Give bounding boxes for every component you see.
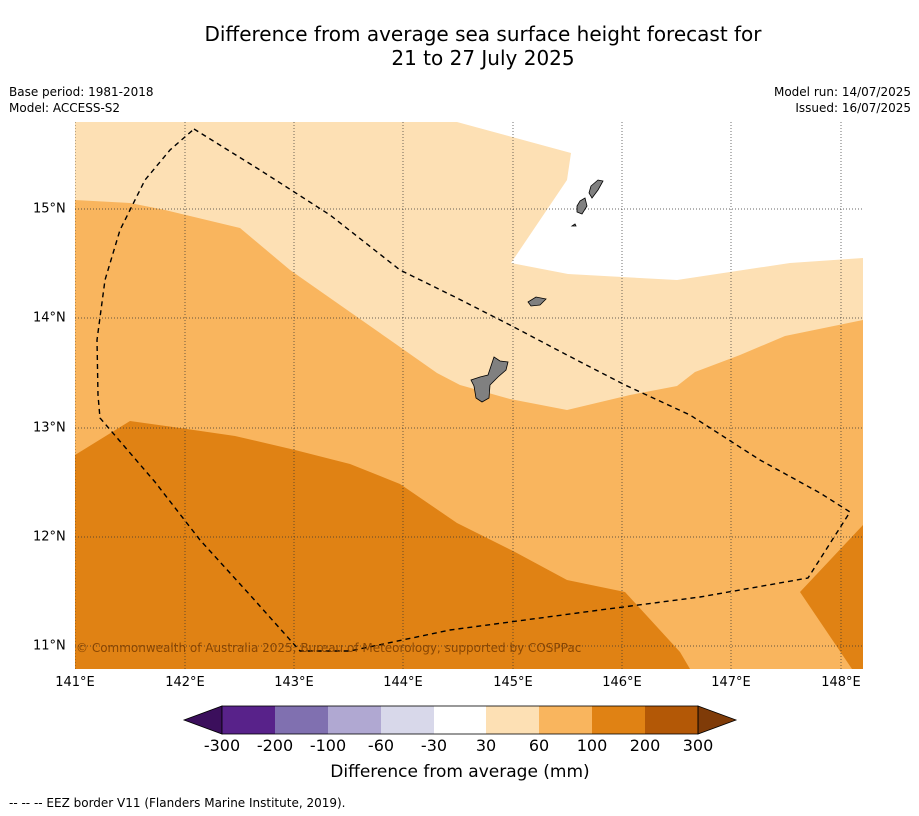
eez-border — [96, 128, 851, 652]
colorbar-swatch — [645, 706, 698, 734]
meta-left: Base period: 1981-2018 Model: ACCESS-S2 — [9, 84, 154, 116]
colorbar-swatch — [539, 706, 592, 734]
x-tick-label: 147°E — [711, 675, 751, 690]
copyright-credit: © Commonwealth of Australia 2025, Bureau… — [76, 641, 582, 655]
colorbar-extend-high — [697, 705, 738, 735]
colorbar-label: 30 — [475, 736, 497, 755]
land-islands — [470, 179, 604, 403]
colorbar-swatch — [381, 706, 434, 734]
x-tick-label: 142°E — [165, 675, 205, 690]
colorbar-swatch — [486, 706, 539, 734]
colorbar-label: 60 — [528, 736, 550, 755]
x-tick-label: 145°E — [493, 675, 533, 690]
model-run: Model run: 14/07/2025 — [773, 85, 911, 99]
band-100-200-east — [800, 525, 863, 669]
x-tick-label: 141°E — [55, 675, 95, 690]
gridlines — [75, 122, 863, 669]
colorbar-swatch — [592, 706, 645, 734]
colorbar-label: -100 — [309, 736, 347, 755]
colorbar-swatch — [328, 706, 381, 734]
eez-legend-note: -- -- -- EEZ border V11 (Flanders Marine… — [9, 796, 346, 810]
meta-right: Model run: 14/07/2025 Issued: 16/07/2025 — [774, 84, 911, 116]
colorbar-label: -30 — [420, 736, 448, 755]
colorbar-label: 100 — [576, 736, 608, 755]
issued-date: Issued: 16/07/2025 — [795, 101, 911, 115]
colorbar-label: 200 — [629, 736, 661, 755]
title-line-1: Difference from average sea surface heig… — [204, 22, 762, 46]
y-tick-label: 14°N — [33, 310, 66, 326]
x-tick-label: 146°E — [602, 675, 642, 690]
colorbar-swatch — [275, 706, 328, 734]
x-tick-label: 144°E — [383, 675, 423, 690]
band-neutral — [457, 122, 863, 280]
colorbar-label: -200 — [256, 736, 294, 755]
island-guam — [470, 356, 509, 403]
x-tick-label: 143°E — [274, 675, 314, 690]
island-tinian — [576, 197, 588, 215]
island-rota — [527, 296, 547, 307]
island-saipan — [588, 179, 604, 199]
model-name: Model: ACCESS-S2 — [9, 101, 121, 115]
chart-title: Difference from average sea surface heig… — [0, 22, 919, 70]
y-tick-label: 15°N — [33, 201, 66, 217]
colorbar-title: Difference from average (mm) — [330, 762, 590, 782]
colorbar-outline — [221, 705, 699, 735]
y-tick-label: 13°N — [33, 420, 66, 436]
y-tick-label: 12°N — [33, 529, 66, 545]
x-tick-label: 148°E — [821, 675, 861, 690]
map-area — [75, 122, 863, 669]
colorbar-extend-low — [182, 705, 223, 735]
island-aguijan — [570, 223, 577, 227]
colorbar-label: -60 — [367, 736, 395, 755]
base-period: Base period: 1981-2018 — [9, 85, 154, 99]
title-line-2: 21 to 27 July 2025 — [391, 46, 575, 70]
colorbar — [182, 705, 738, 735]
colorbar-swatch — [434, 706, 486, 734]
colorbar-label: 300 — [682, 736, 714, 755]
band-100-200-west — [75, 421, 690, 669]
y-tick-label: 11°N — [33, 638, 66, 654]
colorbar-label: -300 — [203, 736, 241, 755]
colorbar-swatch — [222, 706, 275, 734]
